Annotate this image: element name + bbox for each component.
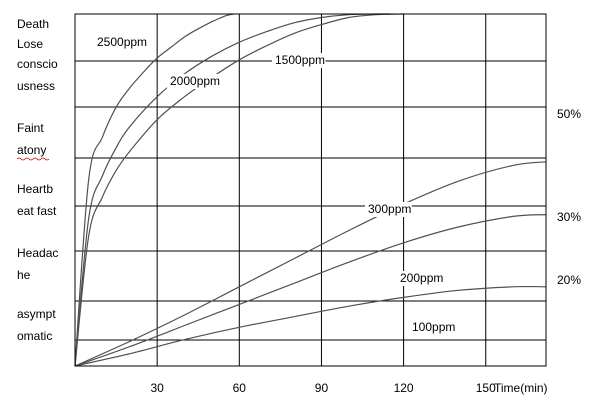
x-tick-label: 150: [476, 381, 496, 395]
right-percent-label: 50%: [557, 107, 581, 121]
x-tick-label: 60: [233, 381, 247, 395]
x-axis-title: Time(min): [494, 381, 548, 395]
y-category-label: asympt: [17, 307, 56, 321]
y-category-label: Headac: [17, 246, 58, 260]
plot-frame: [74, 13, 547, 367]
series-label-2000ppm: 2000ppm: [170, 74, 220, 88]
series-label-bg: [409, 320, 456, 335]
y-category-label: he: [17, 268, 31, 282]
y-category-label: eat fast: [17, 204, 57, 218]
series-label-300ppm: 300ppm: [368, 202, 411, 216]
series-label-100ppm: 100ppm: [412, 320, 455, 334]
y-category-label: Faint: [17, 121, 44, 135]
series-label-200ppm: 200ppm: [400, 271, 443, 285]
series-label-bg: [167, 74, 221, 89]
y-category-label: omatic: [17, 329, 52, 343]
series-line-300ppm: [74, 161, 547, 367]
right-percent-label: 20%: [557, 273, 581, 287]
x-tick-label: 90: [315, 381, 329, 395]
y-category-label: Heartb: [17, 182, 53, 196]
series-line-2500ppm: [74, 13, 234, 367]
right-percent-label: 30%: [557, 210, 581, 224]
series-label-1500ppm: 1500ppm: [275, 53, 325, 67]
series-label-bg: [272, 53, 326, 68]
y-category-label: atony: [17, 143, 46, 157]
series-label-2500ppm: 2500ppm: [97, 35, 147, 49]
x-tick-label: 120: [394, 381, 414, 395]
series-label-bg: [94, 35, 148, 50]
series-line-100ppm: [74, 285, 547, 367]
series-line-2000ppm: [74, 13, 390, 367]
y-category-label: Death: [17, 17, 49, 31]
y-category-label: conscio: [17, 57, 58, 71]
series-label-bg: [397, 271, 444, 286]
series-line-200ppm: [74, 214, 547, 367]
y-category-label: usness: [17, 79, 55, 93]
x-tick-label: 30: [150, 381, 164, 395]
y-category-label: Lose: [17, 37, 43, 51]
spellcheck-underline: [16, 157, 50, 161]
series-label-bg: [365, 202, 412, 217]
